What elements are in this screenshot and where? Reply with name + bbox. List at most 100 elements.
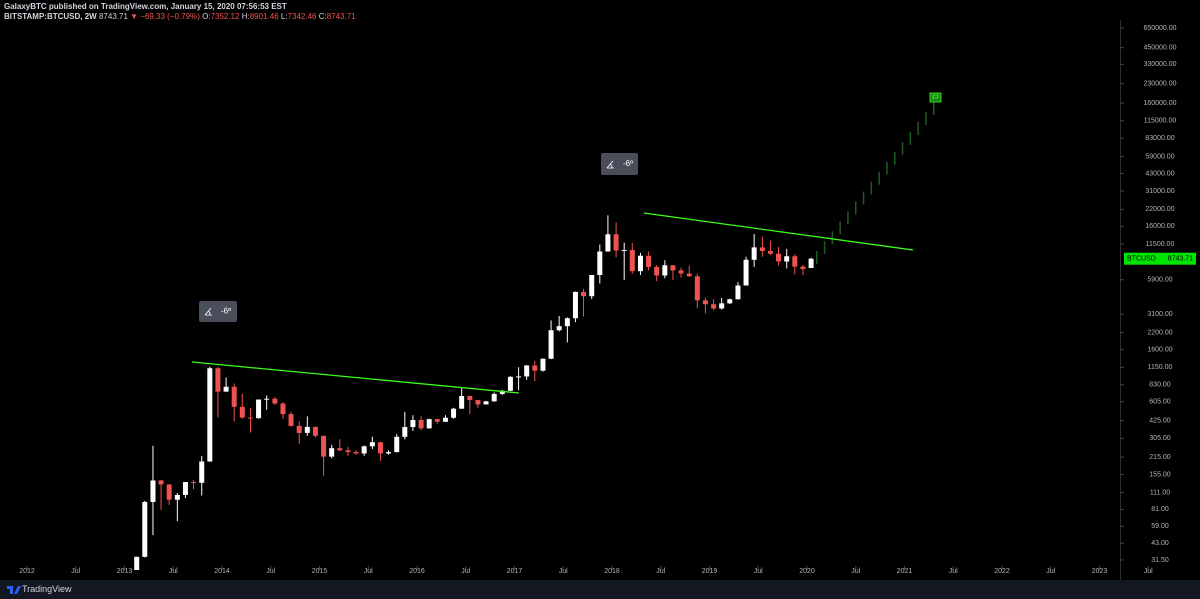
y-tick-label: 650000.00 [1143, 25, 1176, 32]
x-tick-label: Jul [266, 568, 275, 575]
candle-body [321, 435, 327, 457]
c-value: 8743.71 [326, 12, 356, 21]
l-label: L: [280, 12, 288, 21]
x-tick-label: 2016 [409, 568, 425, 575]
candle-body [467, 396, 473, 401]
y-tick-label: 450000.00 [1143, 45, 1176, 52]
y-tick-label: 830.00 [1149, 382, 1171, 389]
candle-body [410, 419, 416, 428]
angle-text: -6º [221, 307, 231, 316]
candle-body [231, 386, 237, 407]
candle-body [272, 398, 278, 404]
candle-body [150, 480, 156, 502]
trend-line [191, 361, 520, 394]
c-label: C: [318, 12, 327, 21]
candle-body [288, 414, 294, 426]
last-price: 8743.71 [98, 12, 128, 21]
candle-body [386, 452, 392, 454]
candle-body [572, 291, 578, 319]
candle-body [256, 399, 262, 419]
symbol: BITSTAMP:BTCUSD, 2W [4, 12, 97, 21]
candle-body [215, 368, 221, 392]
candle-body [727, 299, 733, 304]
candle-body [605, 234, 611, 252]
candle-body [280, 403, 286, 415]
x-tick-label: 2015 [312, 568, 328, 575]
header: GalaxyBTC published on TradingView.com, … [4, 2, 356, 22]
y-tick-label: 43000.00 [1145, 170, 1174, 177]
candle-body [491, 393, 497, 402]
candle-body [394, 436, 400, 453]
candle-body [548, 330, 554, 359]
candle-body [735, 285, 741, 300]
candle-body [134, 556, 140, 570]
y-tick-label: 59000.00 [1145, 153, 1174, 160]
candle-body [662, 265, 668, 276]
x-tick-label: Jul [364, 568, 373, 575]
y-tick-label: 160000.00 [1143, 100, 1176, 107]
candle-body [361, 446, 367, 454]
candle-body [312, 426, 318, 436]
candle-body [402, 427, 408, 437]
candle-body [686, 273, 692, 277]
candle-body [182, 482, 188, 495]
candle-body [207, 368, 213, 462]
x-tick-label: 2013 [117, 568, 133, 575]
x-tick-label: Jul [71, 568, 80, 575]
last-price-symbol: BTCUSD [1127, 256, 1156, 263]
candle-body [418, 419, 424, 429]
y-tick-label: 22000.00 [1145, 206, 1174, 213]
angle-annotation[interactable]: -6º [601, 153, 638, 175]
annotations: -6º -6º [199, 92, 942, 322]
y-tick-label: 43.00 [1151, 540, 1169, 547]
candle-body [646, 255, 652, 267]
candle-body [743, 259, 749, 286]
candle-body [524, 365, 530, 377]
y-tick-label: 230000.00 [1143, 80, 1176, 87]
candle-body [711, 304, 717, 309]
y-tick-label: 2200.00 [1147, 329, 1172, 336]
candle-body [304, 426, 310, 433]
candle-body [621, 249, 627, 251]
candle-body [751, 247, 757, 260]
candle-body [759, 247, 765, 251]
y-tick-label: 1600.00 [1147, 346, 1172, 353]
x-tick-label: Jul [559, 568, 568, 575]
x-tick-label: 2023 [1092, 568, 1108, 575]
angle-annotation[interactable]: -6º [199, 301, 237, 322]
x-tick-label: 2018 [604, 568, 620, 575]
candle-body [459, 396, 465, 409]
candle-body [475, 400, 481, 405]
candle-body [581, 291, 587, 297]
x-tick-label: Jul [754, 568, 763, 575]
y-tick-label: 83000.00 [1145, 135, 1174, 142]
y-tick-label: 5900.00 [1147, 277, 1172, 284]
plot-area [134, 102, 935, 570]
l-value: 7342.46 [287, 12, 317, 21]
y-tick-label: 305.00 [1149, 435, 1171, 442]
candle-body [353, 452, 359, 454]
publisher: GalaxyBTC published on TradingView.com, … [4, 2, 287, 11]
candle-body [654, 266, 660, 276]
change: ▼ −69.33 (−0.79%) [130, 12, 200, 21]
x-tick-label: Jul [1144, 568, 1153, 575]
candle-body [767, 250, 773, 254]
y-tick-label: 115000.00 [1144, 118, 1177, 125]
candle-body [792, 256, 798, 267]
footer: TradingView [0, 580, 1200, 599]
candle-body [613, 234, 619, 251]
h-label: H: [241, 12, 250, 21]
candle-body [808, 258, 814, 268]
brand-name: TradingView [22, 584, 72, 594]
y-tick-label: 16000.00 [1145, 223, 1174, 230]
candle-body [239, 406, 245, 418]
x-tick-label: Jul [949, 568, 958, 575]
o-label: O: [202, 12, 211, 21]
last-price-value: 8743.71 [1168, 256, 1193, 263]
y-tick-label: 81.00 [1151, 506, 1169, 513]
candle-body [702, 300, 708, 305]
candle-body [329, 448, 335, 457]
h-value: 8901.46 [249, 12, 279, 21]
chart: -6º -6º 650000.00 450000.00 330000.00 23000… [19, 20, 1196, 580]
candle-body [784, 256, 790, 262]
